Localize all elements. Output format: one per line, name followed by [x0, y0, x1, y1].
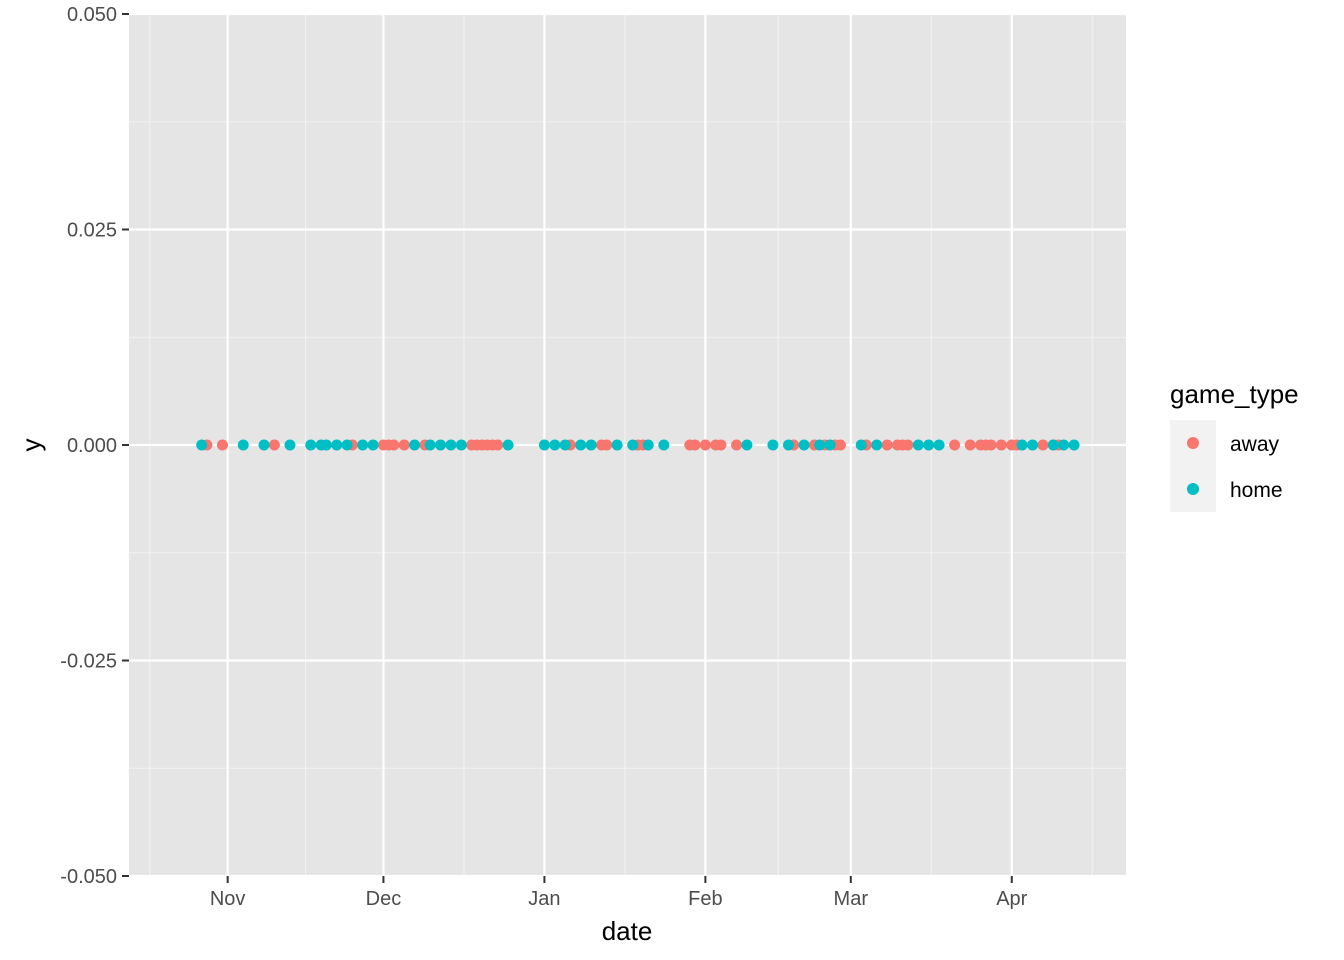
point-home [559, 439, 571, 451]
y-tick-label: -0.050 [60, 866, 117, 888]
point-home [611, 439, 623, 451]
point-away [964, 439, 976, 451]
point-home [258, 439, 270, 451]
legend-label-away: away [1230, 433, 1280, 456]
point-home [1068, 439, 1080, 451]
point-home [435, 439, 447, 451]
legend: game_type away home [1170, 379, 1299, 512]
point-home [1016, 439, 1028, 451]
x-tick-label: Apr [996, 888, 1027, 910]
point-home [741, 439, 753, 451]
point-home [341, 439, 353, 451]
legend-label-home: home [1230, 479, 1283, 502]
point-home [585, 439, 597, 451]
point-home [642, 439, 654, 451]
y-tick-label: 0.025 [67, 220, 117, 242]
point-home [814, 439, 826, 451]
legend-keys: away home [1170, 420, 1283, 512]
point-home [445, 439, 457, 451]
point-home [782, 439, 794, 451]
point-home [331, 439, 343, 451]
legend-key-away [1187, 437, 1199, 449]
point-home [933, 439, 945, 451]
point-home [767, 439, 779, 451]
point-home [1047, 439, 1059, 451]
y-tick-label: -0.025 [60, 651, 117, 673]
y-axis-title: y [16, 439, 46, 452]
point-away [949, 439, 961, 451]
y-tick-label: 0.050 [67, 4, 117, 26]
x-tick-label: Jan [528, 888, 560, 910]
point-home [923, 439, 935, 451]
y-axis: 0.050 0.025 0.000 -0.025 -0.050 [60, 4, 129, 888]
point-home [1027, 439, 1039, 451]
point-home [357, 439, 369, 451]
point-away [268, 439, 280, 451]
point-away [1037, 439, 1049, 451]
point-home [1058, 439, 1070, 451]
point-home [284, 439, 296, 451]
point-home [455, 439, 467, 451]
legend-key-background [1170, 420, 1216, 512]
x-tick-label: Dec [366, 888, 402, 910]
point-away [601, 439, 613, 451]
point-away [715, 439, 727, 451]
point-away [881, 439, 893, 451]
x-tick-label: Nov [210, 888, 246, 910]
point-home [798, 439, 810, 451]
point-home [627, 439, 639, 451]
point-away [995, 439, 1007, 451]
point-home [502, 439, 514, 451]
point-home [658, 439, 670, 451]
x-axis-title: date [602, 916, 653, 946]
legend-key-home [1187, 483, 1199, 495]
x-tick-label: Mar [834, 888, 869, 910]
point-away [731, 439, 743, 451]
data-points [196, 439, 1080, 451]
point-away [216, 439, 228, 451]
point-home [424, 439, 436, 451]
legend-title: game_type [1170, 379, 1299, 409]
point-home [367, 439, 379, 451]
point-home [855, 439, 867, 451]
point-home [824, 439, 836, 451]
x-axis: Nov Dec Jan Feb Mar Apr [210, 876, 1028, 910]
point-away [985, 439, 997, 451]
point-home [912, 439, 924, 451]
point-away [388, 439, 400, 451]
point-home [549, 439, 561, 451]
point-home [320, 439, 332, 451]
point-away [834, 439, 846, 451]
point-home [871, 439, 883, 451]
point-home [196, 439, 208, 451]
point-away [699, 439, 711, 451]
point-home [305, 439, 317, 451]
point-home [237, 439, 249, 451]
point-home [538, 439, 550, 451]
point-home [575, 439, 587, 451]
point-away [398, 439, 410, 451]
y-tick-label: 0.000 [67, 435, 117, 457]
point-away [902, 439, 914, 451]
point-away [492, 439, 504, 451]
point-home [409, 439, 421, 451]
point-away [689, 439, 701, 451]
x-tick-label: Feb [688, 888, 722, 910]
